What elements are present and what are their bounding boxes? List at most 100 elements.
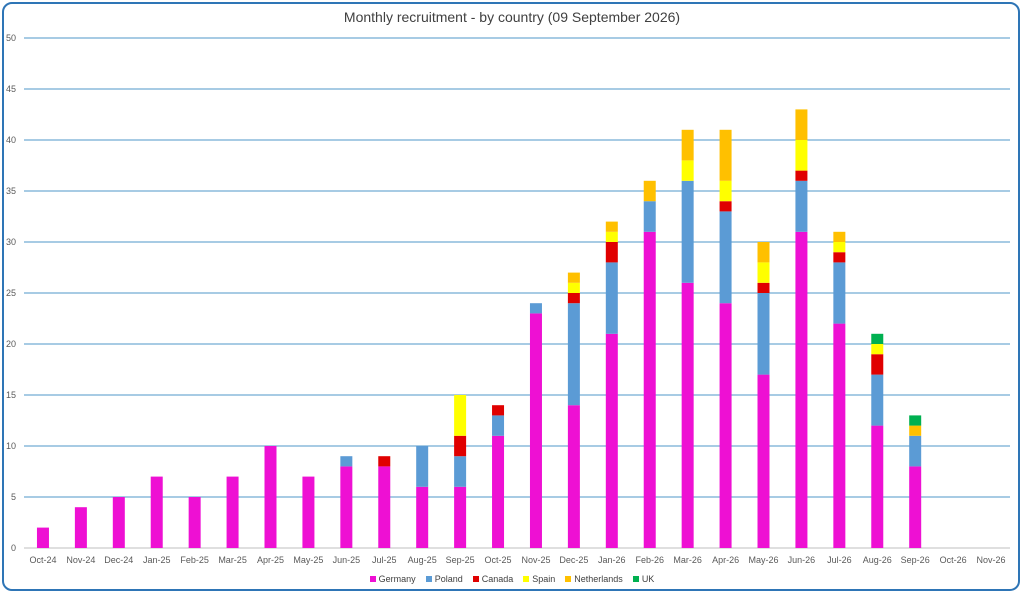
bar-segment-germany: [112, 497, 125, 548]
bar-segment-germany: [567, 405, 580, 548]
x-tick-label: Jul-25: [372, 555, 397, 565]
bar-segment-spain: [833, 242, 846, 253]
bar-segment-germany: [454, 486, 467, 548]
bar-segment-germany: [226, 476, 239, 548]
bar-segment-canada: [492, 405, 505, 416]
bar-segment-netherlands: [719, 129, 732, 181]
bar-segment-germany: [605, 333, 618, 548]
bar-segment-canada: [833, 252, 846, 263]
x-tick-label: Jan-26: [598, 555, 626, 565]
bar-segment-germany: [74, 507, 87, 548]
y-tick-label: 0: [11, 543, 16, 553]
bar-segment-germany: [643, 231, 656, 549]
bar-segment-spain: [454, 395, 467, 436]
bar-segment-poland: [833, 262, 846, 324]
bar-segment-spain: [795, 140, 808, 171]
x-tick-label: Jun-26: [788, 555, 816, 565]
bars: [36, 109, 922, 549]
x-tick-label: Feb-25: [180, 555, 209, 565]
bar-segment-germany: [757, 374, 770, 548]
bar-segment-germany: [36, 527, 49, 548]
y-tick-label: 50: [6, 33, 16, 43]
x-tick-label: Aug-25: [408, 555, 437, 565]
bar-segment-germany: [150, 476, 163, 548]
bar-segment-spain: [719, 180, 732, 202]
bar-segment-poland: [909, 435, 922, 467]
bar-segment-canada: [605, 242, 618, 263]
bar-segment-netherlands: [605, 221, 618, 232]
x-tick-label: Feb-26: [635, 555, 664, 565]
bar-segment-canada: [757, 282, 770, 293]
x-tick-label: Jun-25: [333, 555, 361, 565]
y-tick-label: 25: [6, 288, 16, 298]
x-tick-label: Mar-25: [218, 555, 247, 565]
bar-segment-germany: [416, 486, 429, 548]
x-tick-label: Oct-25: [485, 555, 512, 565]
y-tick-label: 30: [6, 237, 16, 247]
legend-label: Canada: [481, 574, 514, 584]
y-tick-label: 10: [6, 441, 16, 451]
x-tick-label: Jan-25: [143, 555, 171, 565]
bar-segment-poland: [529, 303, 542, 314]
bar-segment-germany: [795, 231, 808, 549]
bar-segment-poland: [643, 201, 656, 232]
legend-swatch: [425, 576, 432, 582]
x-tick-label: Nov-25: [521, 555, 550, 565]
bar-segment-uk: [909, 415, 922, 426]
bar-segment-netherlands: [681, 129, 694, 161]
bar-segment-germany: [681, 282, 694, 548]
legend-item-germany: Germany: [369, 574, 416, 584]
x-tick-label: Dec-24: [104, 555, 133, 565]
bar-segment-netherlands: [795, 109, 808, 140]
legend-label: UK: [641, 574, 655, 584]
x-tick-label: May-26: [748, 555, 778, 565]
x-tick-label: Apr-25: [257, 555, 284, 565]
legend-label: Netherlands: [574, 574, 623, 584]
gridlines: [24, 37, 1010, 549]
bar-segment-germany: [302, 476, 315, 548]
legend-label: Spain: [532, 574, 556, 584]
bar-segment-canada: [871, 354, 884, 375]
bar-segment-germany: [529, 313, 542, 548]
bar-segment-germany: [188, 497, 201, 548]
bar-segment-spain: [681, 160, 694, 181]
bar-segment-germany: [719, 303, 732, 548]
y-tick-label: 5: [11, 492, 16, 502]
legend-item-spain: Spain: [523, 574, 555, 584]
bar-segment-poland: [567, 303, 580, 406]
x-tick-label: Sep-26: [901, 555, 930, 565]
x-tick-label: Sep-25: [446, 555, 475, 565]
x-tick-label: Oct-26: [940, 555, 967, 565]
bar-segment-canada: [719, 201, 732, 212]
y-tick-label: 35: [6, 186, 16, 196]
bar-segment-poland: [871, 374, 884, 426]
legend-item-poland: Poland: [425, 574, 463, 584]
bar-segment-germany: [909, 466, 922, 548]
bar-segment-netherlands: [757, 242, 770, 263]
bar-segment-canada: [378, 456, 391, 467]
bar-segment-netherlands: [833, 231, 846, 242]
y-tick-labels: 0 5 10 15 20 25 30 35 40 45 50: [6, 33, 16, 553]
bar-segment-spain: [757, 262, 770, 283]
bar-segment-poland: [719, 211, 732, 304]
y-tick-label: 45: [6, 84, 16, 94]
chart-title: Monthly recruitment - by country (09 Sep…: [343, 9, 681, 25]
legend-label: Poland: [434, 574, 463, 584]
x-tick-label: Oct-24: [29, 555, 56, 565]
bar-segment-poland: [454, 456, 467, 487]
legend-swatch: [472, 576, 479, 582]
bar-segment-spain: [567, 282, 580, 293]
x-tick-label: Mar-26: [673, 555, 702, 565]
bar-segment-spain: [871, 344, 884, 355]
bar-segment-poland: [492, 415, 505, 436]
bar-segment-germany: [378, 466, 391, 548]
legend-item-uk: UK: [632, 574, 655, 584]
x-tick-labels: Oct-24 Nov-24 Dec-24 Jan-25 Feb-25 Mar-25 Apr-…: [29, 555, 1005, 565]
bar-segment-germany: [492, 435, 505, 548]
bar-segment-germany: [871, 425, 884, 548]
bar-segment-poland: [795, 180, 808, 232]
bar-segment-uk: [871, 333, 884, 344]
legend-item-netherlands: Netherlands: [565, 574, 623, 584]
